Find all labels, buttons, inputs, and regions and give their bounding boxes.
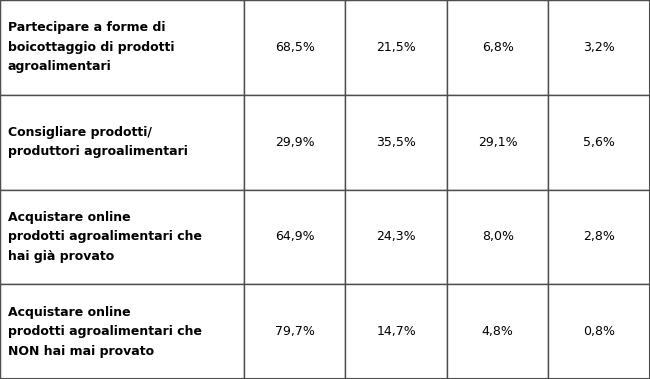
Text: 79,7%: 79,7% <box>275 325 315 338</box>
Text: 68,5%: 68,5% <box>275 41 315 54</box>
Text: Acquistare online
prodotti agroalimentari che
hai già provato: Acquistare online prodotti agroalimentar… <box>8 211 202 263</box>
Bar <box>447 190 549 284</box>
Text: 21,5%: 21,5% <box>376 41 416 54</box>
Text: Acquistare online
prodotti agroalimentari che
NON hai mai provato: Acquistare online prodotti agroalimentar… <box>8 305 202 358</box>
Bar <box>549 0 650 95</box>
Text: 0,8%: 0,8% <box>583 325 616 338</box>
Text: 3,2%: 3,2% <box>583 41 615 54</box>
Bar <box>346 95 447 190</box>
Text: Partecipare a forme di
boicottaggio di prodotti
agroalimentari: Partecipare a forme di boicottaggio di p… <box>8 21 174 74</box>
Bar <box>244 190 346 284</box>
Bar <box>549 284 650 379</box>
Bar <box>346 284 447 379</box>
Bar <box>244 95 346 190</box>
Bar <box>447 284 549 379</box>
Bar <box>549 190 650 284</box>
Text: 5,6%: 5,6% <box>583 136 615 149</box>
Bar <box>0 0 244 95</box>
Bar <box>244 284 346 379</box>
Bar <box>549 95 650 190</box>
Text: 4,8%: 4,8% <box>482 325 514 338</box>
Text: 2,8%: 2,8% <box>583 230 615 243</box>
Bar <box>346 190 447 284</box>
Text: 29,1%: 29,1% <box>478 136 517 149</box>
Text: 29,9%: 29,9% <box>275 136 315 149</box>
Bar <box>0 284 244 379</box>
Text: 24,3%: 24,3% <box>376 230 416 243</box>
Text: Consigliare prodotti/
produttori agroalimentari: Consigliare prodotti/ produttori agroali… <box>8 126 188 158</box>
Bar <box>447 95 549 190</box>
Text: 6,8%: 6,8% <box>482 41 514 54</box>
Text: 35,5%: 35,5% <box>376 136 416 149</box>
Bar <box>244 0 346 95</box>
Text: 8,0%: 8,0% <box>482 230 514 243</box>
Bar <box>0 95 244 190</box>
Bar <box>0 190 244 284</box>
Bar <box>346 0 447 95</box>
Bar <box>447 0 549 95</box>
Text: 14,7%: 14,7% <box>376 325 416 338</box>
Text: 64,9%: 64,9% <box>275 230 315 243</box>
